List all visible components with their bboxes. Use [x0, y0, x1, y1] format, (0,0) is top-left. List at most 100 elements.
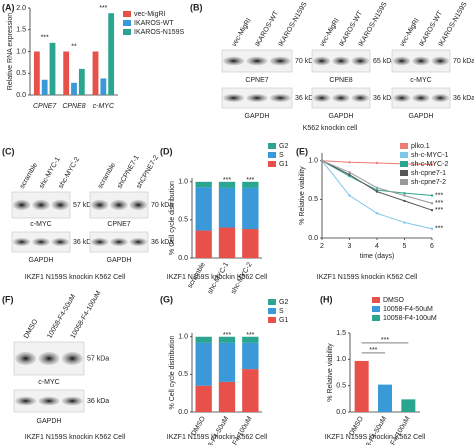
annotation: *** — [246, 332, 254, 339]
band-kda: 57 kDa — [87, 355, 109, 362]
bar — [71, 82, 77, 95]
y-axis-label: Relative RNA expression — [7, 13, 14, 91]
legend-label: IKAROS-WT — [134, 20, 174, 27]
bar — [49, 42, 56, 95]
lane-label: IKAROS-N159S — [358, 1, 389, 48]
legend-swatch — [268, 308, 276, 314]
blot-band — [269, 56, 291, 66]
y-axis-label: % Relative viability — [299, 166, 306, 225]
x-tick-label: 3 — [348, 243, 352, 250]
point — [348, 173, 351, 176]
annotation: *** — [223, 332, 231, 339]
annotation: *** — [41, 35, 49, 42]
legend-label: S — [279, 308, 284, 315]
annotation: *** — [435, 192, 443, 199]
blot-band — [332, 56, 350, 66]
bar-segment — [218, 187, 236, 228]
caption: IKZF1 N159S knockin K562 Cell — [325, 434, 426, 441]
panel-label: (D) — [160, 146, 173, 156]
legend-label: sh-cpne7-2 — [411, 179, 446, 186]
lane-label: DMSO — [23, 318, 40, 340]
y-axis-label: % Cell cycle distribution — [169, 335, 176, 409]
blot-band — [61, 351, 83, 366]
blot-caption: IKZF1 N159S knockin K562 Cell — [25, 434, 126, 441]
y-tick-label: 1.0 — [178, 334, 188, 341]
bar-segment — [195, 230, 212, 258]
y-tick-label: 0.5 — [178, 371, 188, 378]
bar-segment — [242, 342, 259, 370]
annotation: *** — [369, 347, 377, 354]
blot-band — [269, 94, 291, 102]
x-tick-label: 2 — [320, 243, 324, 250]
band-kda: 57 kDa — [73, 202, 95, 209]
y-tick-label: 0.5 — [178, 217, 188, 224]
blot-band — [110, 238, 128, 246]
bar-segment — [195, 181, 212, 188]
blot-band — [32, 199, 50, 211]
legend-swatch — [372, 315, 380, 321]
panel-label: (B) — [190, 2, 203, 12]
band-kda: 36 kDa — [373, 95, 395, 102]
y-axis-label: % Relative viability — [327, 343, 334, 402]
blot-band — [38, 351, 60, 366]
lane-label: vec-MigRI — [399, 17, 421, 48]
bar-segment — [242, 336, 259, 343]
legend-label: 10058-F4-100uM — [383, 315, 437, 322]
x-tick-label: 6 — [430, 243, 434, 250]
point — [375, 186, 379, 189]
blot-band — [431, 56, 450, 66]
legend-swatch — [268, 161, 276, 167]
blot-band — [90, 238, 109, 246]
bar-segment — [242, 181, 259, 188]
band-label: c-MYC — [38, 379, 59, 386]
y-tick-label: 1.5 — [16, 27, 26, 34]
blot-band — [51, 199, 70, 211]
lane-label: shc-MYC-2 — [58, 156, 82, 190]
panel-label: (A) — [2, 2, 15, 12]
blot-band — [12, 238, 31, 246]
blot-band — [51, 238, 70, 246]
bar — [108, 13, 115, 95]
legend-swatch — [268, 299, 276, 305]
y-tick-label: 0.5 — [308, 196, 318, 203]
y-tick-label: 0.0 — [178, 255, 188, 262]
blot-band — [392, 94, 411, 102]
blot-band — [129, 238, 148, 246]
band-label: CPNE7 — [107, 221, 130, 228]
point — [348, 171, 351, 174]
lane-label: scramble — [97, 162, 117, 190]
annotation: *** — [435, 226, 443, 233]
x-tick-label: CPNE7 — [33, 103, 57, 110]
legend-swatch — [268, 317, 276, 323]
bar-segment — [242, 229, 259, 258]
blot-band — [312, 56, 331, 66]
caption: IKZF1 N159S knockin K562 Cell — [167, 434, 268, 441]
point — [403, 199, 406, 203]
panel-label: (C) — [2, 146, 15, 156]
band-kda: 36 kDa — [453, 95, 474, 102]
band-label: CPNE8 — [329, 77, 352, 84]
point — [348, 194, 351, 197]
band-kda: 70 kDa — [453, 58, 474, 65]
blot-band — [110, 199, 128, 211]
band-kda: 70 kDa — [151, 202, 173, 209]
blot-band — [431, 94, 450, 102]
annotation: *** — [99, 5, 107, 12]
y-tick-label: 1.5 — [336, 330, 346, 337]
band-label: GAPDH — [37, 418, 62, 425]
bar — [33, 51, 40, 95]
band-label: CPNE7 — [245, 77, 268, 84]
y-tick-label: 0.5 — [16, 70, 26, 77]
y-tick-label: 0.5 — [336, 383, 346, 390]
bar — [63, 51, 70, 95]
lane-label: vec-MigRI — [231, 17, 253, 48]
legend-swatch — [400, 161, 408, 167]
band-label: GAPDH — [107, 257, 132, 264]
annotation: *** — [381, 337, 389, 344]
lane-label: vec-MigRI — [319, 17, 341, 48]
bar-segment — [195, 385, 212, 412]
y-tick-label: 0.0 — [336, 409, 346, 416]
bar-segment — [242, 187, 259, 230]
panel-label: (E) — [296, 146, 308, 156]
legend-label: 10058-F4-50uM — [383, 306, 433, 313]
